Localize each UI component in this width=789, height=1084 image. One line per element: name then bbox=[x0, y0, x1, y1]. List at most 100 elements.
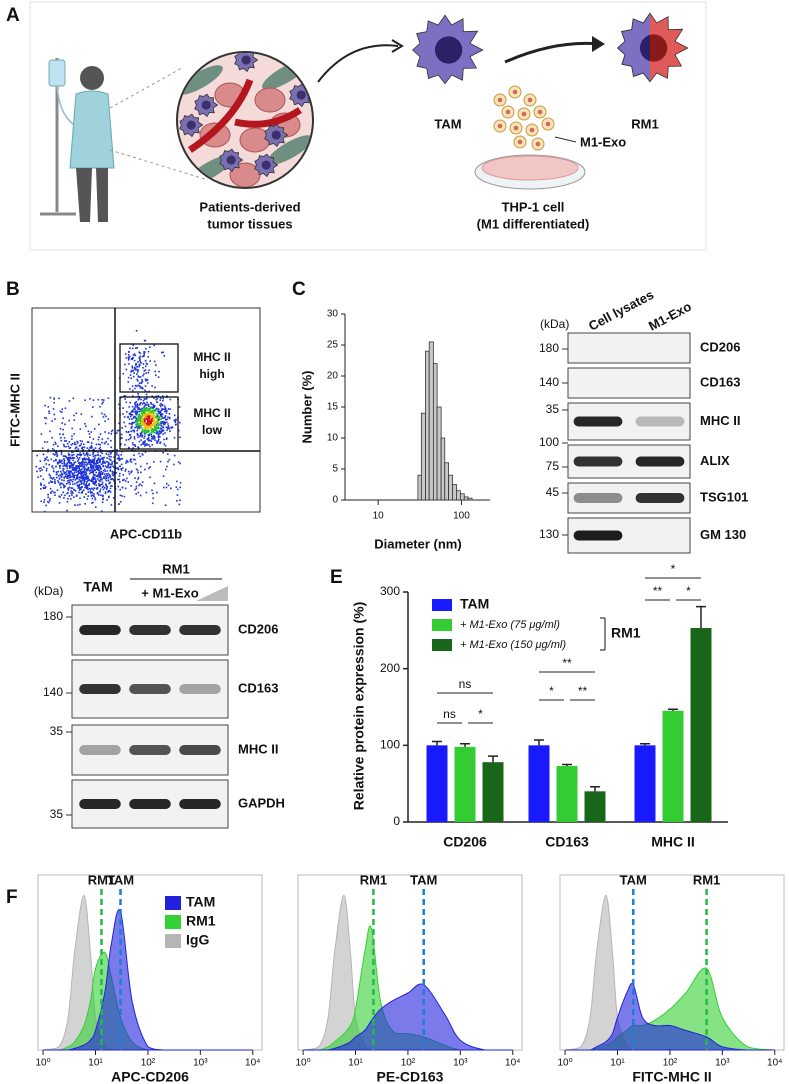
protein-label: CD163 bbox=[700, 374, 740, 389]
flow-event bbox=[90, 461, 93, 463]
flow-event bbox=[110, 456, 112, 458]
flow-event bbox=[55, 451, 58, 454]
flow-event bbox=[157, 418, 159, 420]
flow-event bbox=[84, 503, 86, 505]
flow-event bbox=[141, 430, 144, 433]
flow-event bbox=[92, 478, 95, 481]
flow-event bbox=[160, 414, 163, 417]
flow-event bbox=[86, 470, 88, 472]
flow-event bbox=[136, 429, 138, 432]
flow-event bbox=[144, 420, 147, 422]
flow-event bbox=[148, 439, 150, 442]
flow-event bbox=[49, 396, 52, 399]
flow-event bbox=[63, 460, 65, 463]
flow-event bbox=[73, 476, 75, 478]
flow-event bbox=[80, 447, 83, 449]
marker-label: 35 bbox=[546, 402, 560, 416]
flow-event bbox=[134, 488, 136, 491]
flow-event bbox=[48, 482, 50, 484]
flow-event bbox=[164, 417, 166, 419]
flow-event bbox=[68, 461, 71, 463]
flow-event bbox=[99, 455, 102, 457]
flow-event bbox=[97, 443, 100, 445]
flow-event bbox=[135, 330, 138, 332]
flow-event bbox=[68, 476, 71, 479]
flow-event bbox=[162, 433, 164, 435]
flow-event bbox=[51, 478, 54, 480]
flow-event bbox=[49, 476, 52, 479]
flow-event bbox=[130, 458, 132, 460]
flow-event bbox=[140, 471, 142, 474]
flow-event bbox=[129, 347, 131, 350]
flow-event bbox=[97, 494, 100, 496]
flow-event bbox=[97, 462, 99, 464]
flow-event bbox=[92, 471, 94, 474]
flow-event bbox=[49, 430, 51, 433]
flow-event bbox=[143, 409, 146, 411]
flow-event bbox=[99, 449, 102, 451]
flow-event bbox=[86, 455, 89, 457]
flow-event bbox=[138, 427, 140, 430]
flow-event bbox=[137, 476, 140, 479]
flow-event bbox=[171, 426, 174, 429]
flow-event bbox=[47, 500, 49, 503]
flow-event bbox=[79, 428, 82, 430]
flow-event bbox=[63, 472, 65, 475]
vessel bbox=[188, 78, 302, 153]
flow-event bbox=[57, 462, 60, 464]
histogram-bar bbox=[420, 412, 426, 501]
flow-event bbox=[146, 444, 148, 446]
flow-event bbox=[69, 462, 71, 464]
tissue-cells bbox=[178, 53, 312, 187]
flow-event bbox=[127, 354, 130, 356]
flow-event bbox=[104, 465, 107, 467]
flow-event bbox=[153, 344, 155, 347]
flow-event bbox=[154, 427, 156, 430]
bar bbox=[690, 628, 712, 822]
flow-event bbox=[81, 475, 83, 478]
x-tick-label: 10 bbox=[373, 511, 385, 522]
flow-event bbox=[87, 441, 90, 443]
flow-event bbox=[147, 424, 149, 427]
flow-event bbox=[130, 436, 132, 438]
flow-event bbox=[92, 453, 94, 456]
flow-event bbox=[93, 487, 95, 489]
flow-event bbox=[139, 455, 142, 458]
flow-event bbox=[98, 436, 100, 438]
flow-event bbox=[81, 459, 84, 462]
flow-event bbox=[51, 481, 53, 483]
flow-event bbox=[43, 501, 45, 503]
flow-event bbox=[159, 424, 161, 426]
x-tick-label: 10² bbox=[663, 1058, 678, 1069]
flow-event bbox=[63, 443, 65, 446]
flow-event bbox=[131, 449, 133, 451]
flow-event bbox=[165, 412, 168, 414]
flow-event bbox=[156, 431, 158, 433]
flow-event bbox=[71, 464, 73, 467]
flow-event bbox=[52, 443, 55, 446]
flow-event bbox=[71, 427, 73, 430]
flow-event bbox=[124, 353, 127, 355]
flow-event bbox=[149, 346, 151, 348]
flow-event bbox=[75, 481, 78, 484]
flow-event bbox=[164, 449, 167, 451]
flow-event bbox=[145, 424, 148, 427]
flow-event bbox=[146, 462, 148, 465]
flow-event bbox=[64, 465, 66, 467]
flow-event bbox=[154, 439, 156, 441]
flow-event bbox=[117, 454, 120, 456]
flow-event bbox=[119, 501, 122, 503]
flow-event bbox=[53, 460, 55, 462]
flow-event bbox=[127, 381, 130, 383]
flow-event bbox=[137, 415, 140, 418]
flow-event bbox=[132, 417, 135, 419]
flow-event bbox=[116, 452, 118, 454]
flow-event bbox=[53, 477, 55, 479]
flow-event bbox=[152, 412, 155, 415]
marker-label: 45 bbox=[546, 485, 560, 499]
flow-event bbox=[107, 477, 110, 479]
flow-event bbox=[68, 441, 71, 443]
flow-event bbox=[61, 474, 63, 476]
flow-event bbox=[92, 482, 94, 484]
flow-event bbox=[143, 424, 145, 427]
